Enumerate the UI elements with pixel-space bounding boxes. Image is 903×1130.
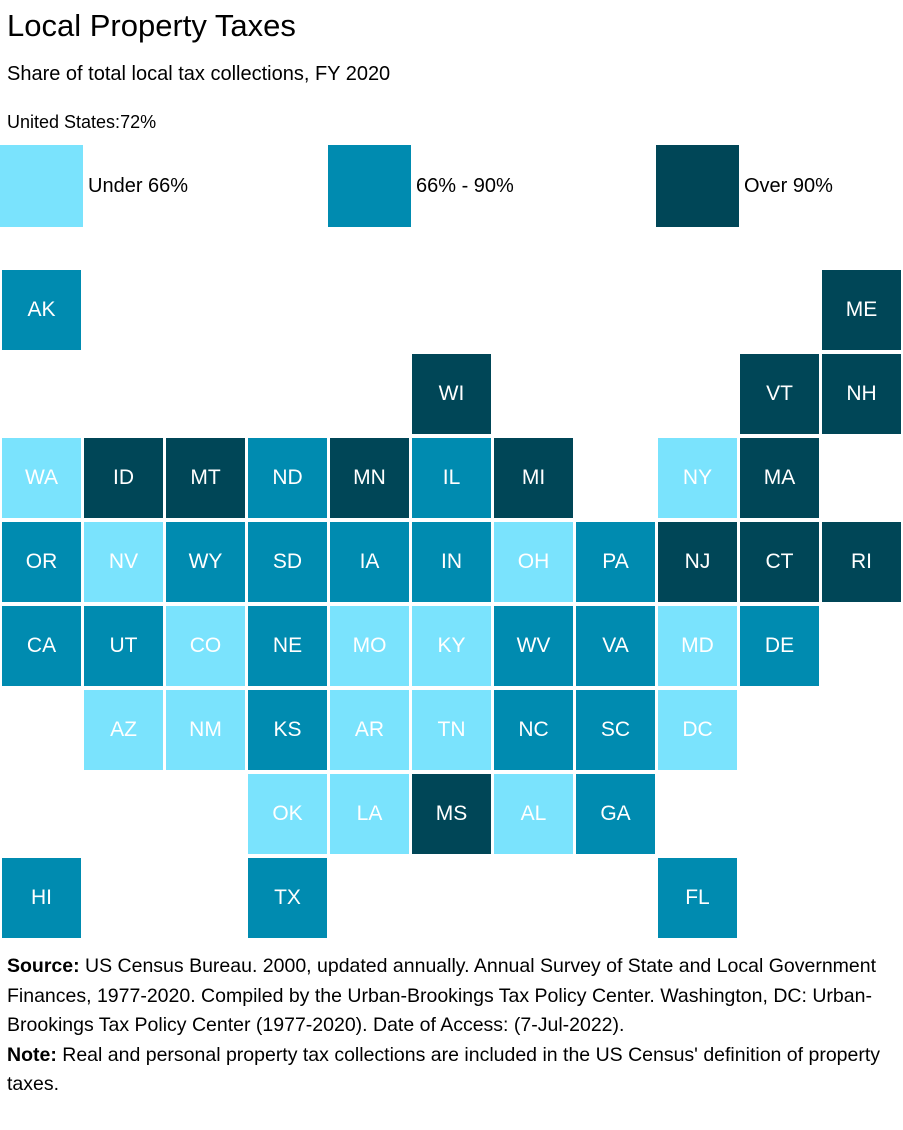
note-text: Real and personal property tax collectio… <box>7 1043 881 1096</box>
state-tile-oh: OH <box>494 522 573 602</box>
state-tile-ia: IA <box>330 522 409 602</box>
chart-footer: Source: US Census Bureau. 2000, updated … <box>7 952 897 1100</box>
state-tile-ms: MS <box>412 774 491 854</box>
state-tile-nm: NM <box>166 690 245 770</box>
state-tile-or: OR <box>2 522 81 602</box>
state-tile-ca: CA <box>2 606 81 686</box>
state-tile-mn: MN <box>330 438 409 518</box>
legend-label-over-90: Over 90% <box>744 175 833 197</box>
chart-subtitle: Share of total local tax collections, FY… <box>7 63 391 85</box>
state-tile-ne: NE <box>248 606 327 686</box>
state-tile-ak: AK <box>2 270 81 350</box>
state-tile-il: IL <box>412 438 491 518</box>
state-tile-mt: MT <box>166 438 245 518</box>
state-tile-dc: DC <box>658 690 737 770</box>
state-tile-mi: MI <box>494 438 573 518</box>
legend-label-66-90: 66% - 90% <box>416 175 514 197</box>
state-tile-de: DE <box>740 606 819 686</box>
state-tile-nh: NH <box>822 354 901 434</box>
state-tile-ma: MA <box>740 438 819 518</box>
state-tile-md: MD <box>658 606 737 686</box>
state-tile-nc: NC <box>494 690 573 770</box>
state-tile-in: IN <box>412 522 491 602</box>
chart-title: Local Property Taxes <box>7 8 296 43</box>
state-tile-ny: NY <box>658 438 737 518</box>
state-tile-tn: TN <box>412 690 491 770</box>
state-tile-wy: WY <box>166 522 245 602</box>
state-tile-az: AZ <box>84 690 163 770</box>
state-tile-ut: UT <box>84 606 163 686</box>
state-tile-co: CO <box>166 606 245 686</box>
state-tile-ga: GA <box>576 774 655 854</box>
legend-swatch-over-90 <box>656 145 739 227</box>
state-tile-wv: WV <box>494 606 573 686</box>
state-tile-tx: TX <box>248 858 327 938</box>
state-tile-ri: RI <box>822 522 901 602</box>
state-tile-ok: OK <box>248 774 327 854</box>
state-tile-va: VA <box>576 606 655 686</box>
note-label: Note: <box>7 1043 57 1066</box>
source-note: Source: US Census Bureau. 2000, updated … <box>7 952 897 1041</box>
state-tile-id: ID <box>84 438 163 518</box>
state-tile-pa: PA <box>576 522 655 602</box>
state-tile-ky: KY <box>412 606 491 686</box>
note: Note: Real and personal property tax col… <box>7 1041 897 1100</box>
state-tile-al: AL <box>494 774 573 854</box>
state-tile-mo: MO <box>330 606 409 686</box>
source-text: US Census Bureau. 2000, updated annually… <box>7 955 877 1036</box>
state-tile-hi: HI <box>2 858 81 938</box>
state-tile-wi: WI <box>412 354 491 434</box>
state-tile-nv: NV <box>84 522 163 602</box>
state-tile-wa: WA <box>2 438 81 518</box>
state-tile-vt: VT <box>740 354 819 434</box>
us-national-value: United States:72% <box>7 112 157 132</box>
state-tile-nd: ND <box>248 438 327 518</box>
state-tile-nj: NJ <box>658 522 737 602</box>
legend-label-under-66: Under 66% <box>88 175 189 197</box>
state-tile-me: ME <box>822 270 901 350</box>
state-tile-ar: AR <box>330 690 409 770</box>
state-tile-sd: SD <box>248 522 327 602</box>
source-label: Source: <box>7 955 80 977</box>
legend-swatch-66-90 <box>328 145 411 227</box>
state-tile-grid-map: AK ME WI VT NH WA ID MT ND MN IL MI NY MA OR NV WY SD IA IN… <box>2 270 901 938</box>
legend-swatch-under-66 <box>0 145 83 227</box>
state-tile-sc: SC <box>576 690 655 770</box>
state-tile-fl: FL <box>658 858 737 938</box>
state-tile-ks: KS <box>248 690 327 770</box>
state-tile-ct: CT <box>740 522 819 602</box>
state-tile-la: LA <box>330 774 409 854</box>
